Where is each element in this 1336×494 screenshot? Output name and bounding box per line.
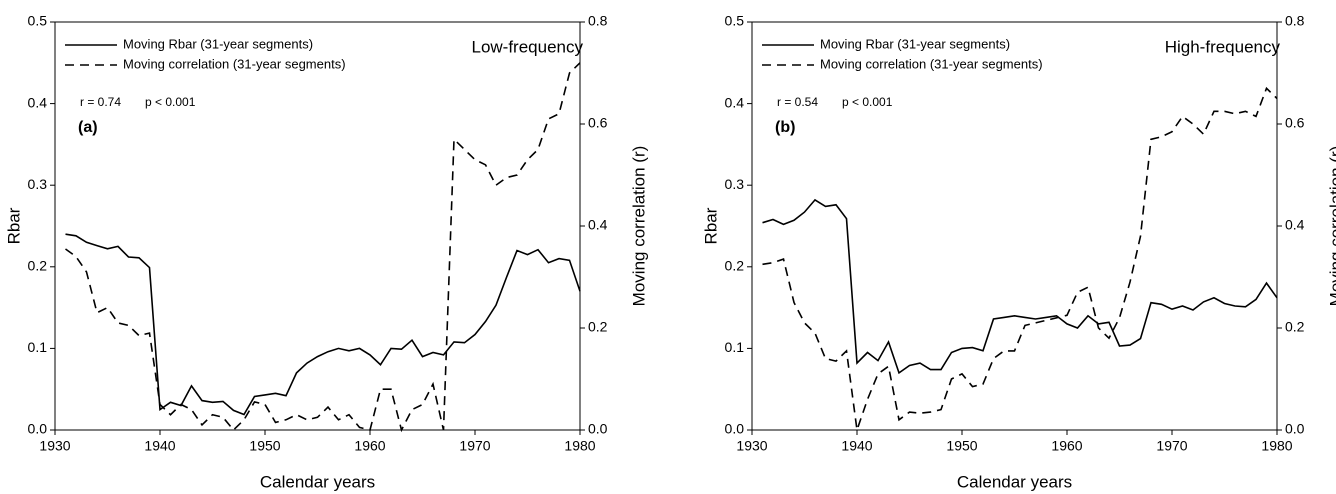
y-tick-label: 0.0 bbox=[725, 421, 745, 437]
y-tick-label: 0.3 bbox=[28, 176, 48, 192]
y-tick-label: 0.0 bbox=[28, 421, 48, 437]
y2-tick-label: 0.8 bbox=[588, 13, 608, 29]
series-line bbox=[65, 233, 581, 416]
plot-frame bbox=[751, 21, 1278, 431]
stat-r: r = 0.74 bbox=[80, 95, 121, 109]
y-tick-label: 0.1 bbox=[28, 339, 48, 355]
x-tick-label: 1940 bbox=[841, 438, 872, 454]
y-tick-label: 0.5 bbox=[28, 13, 48, 29]
y-tick-label: 0.3 bbox=[725, 176, 745, 192]
x-tick-label: 1960 bbox=[1051, 438, 1082, 454]
stat-p: p < 0.001 bbox=[842, 95, 893, 109]
x-tick-label: 1950 bbox=[249, 438, 280, 454]
x-axis-title: Calendar years bbox=[260, 472, 375, 491]
y2-tick-label: 0.6 bbox=[1285, 115, 1305, 131]
y2-tick-label: 0.0 bbox=[1285, 421, 1305, 437]
y-axis-title: Rbar bbox=[701, 207, 720, 244]
y-tick-label: 0.4 bbox=[28, 94, 48, 110]
y-axis-title: Rbar bbox=[4, 207, 23, 244]
y-tick-label: 0.2 bbox=[725, 258, 745, 274]
legend-label: Moving Rbar (31-year segments) bbox=[820, 36, 1010, 51]
y2-tick-label: 0.2 bbox=[1285, 319, 1305, 335]
panel: 1930 1940 1950 1960 1970 19800.00.10.20.30.40… bbox=[4, 13, 648, 492]
y-tick-label: 0.2 bbox=[28, 258, 48, 274]
y2-axis-title: Moving correlation (r) bbox=[1326, 146, 1336, 307]
legend-label: Moving Rbar (31-year segments) bbox=[123, 36, 313, 51]
series-line bbox=[762, 198, 1278, 375]
frequency-label: Low-frequency bbox=[471, 37, 583, 56]
series-line bbox=[65, 62, 581, 433]
x-tick-label: 1960 bbox=[354, 438, 385, 454]
y2-axis-title: Moving correlation (r) bbox=[629, 146, 648, 307]
legend-label: Moving correlation (31-year segments) bbox=[820, 56, 1043, 71]
stat-p: p < 0.001 bbox=[145, 95, 196, 109]
x-tick-label: 1970 bbox=[1156, 438, 1187, 454]
panel: 1930 1940 1950 1960 1970 19800.00.10.20.30.40… bbox=[701, 13, 1336, 492]
y-tick-label: 0.4 bbox=[725, 94, 745, 110]
stat-r: r = 0.54 bbox=[777, 95, 818, 109]
x-tick-label: 1980 bbox=[1261, 438, 1292, 454]
y2-tick-label: 0.4 bbox=[1285, 217, 1305, 233]
y2-tick-label: 0.2 bbox=[588, 319, 608, 335]
x-tick-label: 1970 bbox=[459, 438, 490, 454]
y2-tick-label: 0.6 bbox=[588, 115, 608, 131]
y2-tick-label: 0.8 bbox=[1285, 13, 1305, 29]
frequency-label: High-frequency bbox=[1165, 37, 1281, 56]
series-line bbox=[762, 86, 1278, 431]
x-tick-label: 1940 bbox=[144, 438, 175, 454]
x-tick-label: 1930 bbox=[736, 438, 767, 454]
x-axis-title: Calendar years bbox=[957, 472, 1072, 491]
y2-tick-label: 0.4 bbox=[588, 217, 608, 233]
plot-frame bbox=[54, 21, 581, 431]
x-tick-label: 1950 bbox=[946, 438, 977, 454]
panel-label: (a) bbox=[78, 119, 98, 136]
x-tick-label: 1980 bbox=[564, 438, 595, 454]
legend-label: Moving correlation (31-year segments) bbox=[123, 56, 346, 71]
x-tick-label: 1930 bbox=[39, 438, 70, 454]
panel-label: (b) bbox=[775, 119, 795, 136]
y2-tick-label: 0.0 bbox=[588, 421, 608, 437]
y-tick-label: 0.5 bbox=[725, 13, 745, 29]
y-tick-label: 0.1 bbox=[725, 339, 745, 355]
